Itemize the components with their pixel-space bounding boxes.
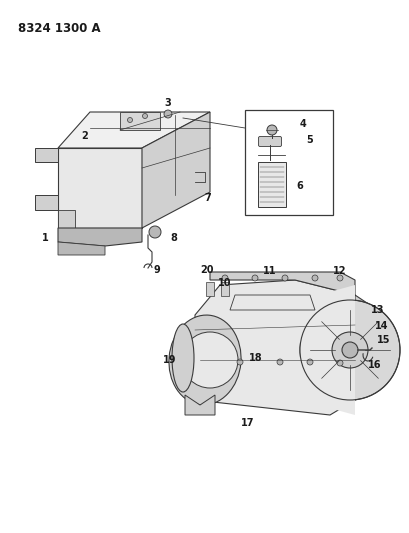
Circle shape [148, 226, 161, 238]
Polygon shape [58, 148, 142, 228]
Polygon shape [120, 112, 160, 130]
Text: 5: 5 [306, 135, 312, 145]
Circle shape [221, 275, 227, 281]
Circle shape [266, 125, 276, 135]
Polygon shape [58, 242, 105, 255]
Text: 18: 18 [249, 353, 262, 363]
Ellipse shape [169, 315, 240, 405]
Text: 3: 3 [164, 98, 171, 108]
Circle shape [331, 332, 367, 368]
Circle shape [311, 275, 317, 281]
Text: 19: 19 [163, 355, 176, 365]
Polygon shape [35, 148, 58, 162]
Text: 2: 2 [81, 131, 88, 141]
Bar [245, 110, 332, 215]
Polygon shape [184, 395, 214, 415]
Polygon shape [195, 280, 354, 415]
Circle shape [142, 114, 147, 118]
Text: 4: 4 [299, 119, 306, 129]
Polygon shape [58, 228, 142, 246]
Polygon shape [58, 112, 209, 148]
Circle shape [236, 359, 243, 365]
Circle shape [341, 342, 357, 358]
Text: 16: 16 [367, 360, 381, 370]
Text: 6: 6 [296, 181, 303, 191]
Text: 8: 8 [170, 233, 177, 243]
Text: 14: 14 [374, 321, 388, 331]
Polygon shape [58, 210, 75, 228]
Polygon shape [229, 295, 314, 310]
Circle shape [299, 300, 399, 400]
Circle shape [164, 110, 172, 118]
Text: 12: 12 [333, 266, 346, 276]
Text: 17: 17 [240, 418, 254, 428]
Circle shape [276, 359, 282, 365]
Bar [220, 282, 229, 296]
Bar [205, 282, 213, 296]
Text: 11: 11 [263, 266, 276, 276]
Text: 9: 9 [153, 265, 160, 275]
Circle shape [336, 360, 342, 366]
Text: 8324 1300 A: 8324 1300 A [18, 22, 100, 35]
Text: 7: 7 [204, 193, 211, 203]
Text: 13: 13 [370, 305, 384, 315]
Circle shape [252, 275, 257, 281]
Circle shape [127, 117, 132, 123]
Bar [257, 162, 285, 207]
Text: 1: 1 [42, 233, 48, 243]
Text: 10: 10 [218, 278, 231, 288]
Polygon shape [299, 285, 354, 415]
Polygon shape [354, 295, 369, 400]
Circle shape [182, 332, 237, 388]
Circle shape [336, 275, 342, 281]
Polygon shape [209, 272, 354, 295]
FancyBboxPatch shape [258, 136, 281, 147]
Circle shape [281, 275, 287, 281]
Circle shape [306, 359, 312, 365]
Ellipse shape [172, 324, 193, 392]
Text: 20: 20 [200, 265, 213, 275]
Polygon shape [142, 112, 209, 228]
Polygon shape [35, 195, 58, 210]
Text: 15: 15 [376, 335, 390, 345]
